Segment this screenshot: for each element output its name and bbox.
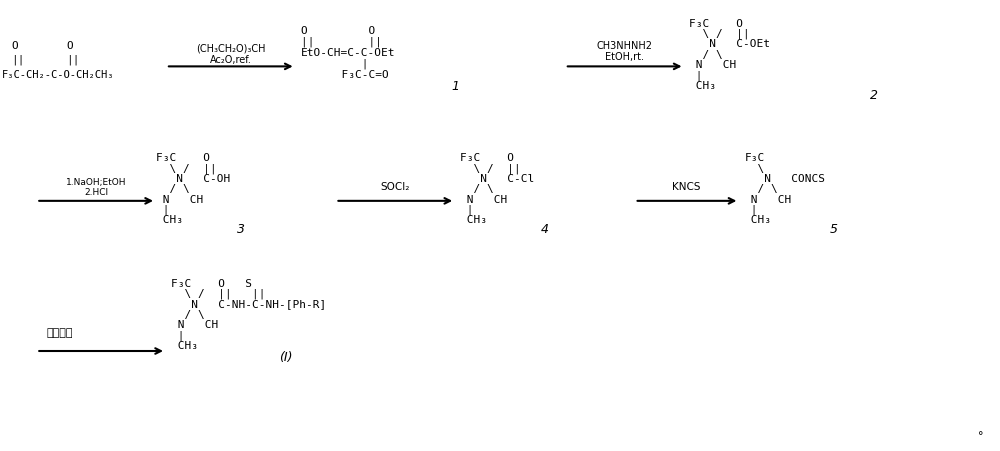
Text: 3: 3: [237, 224, 245, 236]
Text: CH₃: CH₃: [171, 341, 198, 350]
Text: F₃C-C=O: F₃C-C=O: [301, 70, 388, 80]
Text: KNCS: KNCS: [672, 182, 701, 193]
Text: \ /  ||: \ / ||: [156, 163, 217, 174]
Text: CH3NHNH2: CH3NHNH2: [597, 41, 653, 51]
Text: N   C-NH-C-NH-[Ph-R]: N C-NH-C-NH-[Ph-R]: [171, 299, 326, 309]
Text: F₃C    O: F₃C O: [156, 153, 210, 163]
Text: °: °: [978, 431, 984, 441]
Text: |: |: [301, 59, 368, 69]
Text: N   C-OH: N C-OH: [156, 174, 230, 184]
Text: / \: / \: [460, 184, 494, 194]
Text: CH₃: CH₃: [689, 81, 716, 91]
Text: F₃C    O: F₃C O: [460, 153, 514, 163]
Text: |: |: [460, 205, 474, 215]
Text: CH₃: CH₃: [156, 215, 183, 225]
Text: 5: 5: [830, 224, 838, 236]
Text: O: O: [11, 41, 18, 51]
Text: \ /  ||: \ / ||: [689, 29, 750, 39]
Text: N   CH: N CH: [156, 194, 203, 204]
Text: 1: 1: [451, 80, 459, 93]
Text: (CH₃CH₂O)₃CH: (CH₃CH₂O)₃CH: [196, 43, 266, 54]
Text: CH₃: CH₃: [460, 215, 487, 225]
Text: \ /  ||: \ / ||: [460, 163, 521, 174]
Text: \ /  ||   ||: \ / || ||: [171, 289, 265, 299]
Text: F₃C: F₃C: [744, 153, 765, 163]
Text: F₃C    O   S: F₃C O S: [171, 279, 252, 289]
Text: N   C-Cl: N C-Cl: [460, 174, 534, 184]
Text: \: \: [744, 164, 765, 174]
Text: F₃C-CH₂-C-O-CH₂CH₃: F₃C-CH₂-C-O-CH₂CH₃: [1, 70, 114, 80]
Text: N   C-OEt: N C-OEt: [689, 39, 770, 50]
Text: 2: 2: [870, 89, 878, 102]
Text: ||: ||: [66, 55, 80, 65]
Text: EtOH,rt.: EtOH,rt.: [605, 52, 644, 62]
Text: O: O: [66, 41, 73, 51]
Text: N   CH: N CH: [689, 60, 737, 70]
Text: 取代苯胺: 取代苯胺: [46, 328, 73, 338]
Text: SOCl₂: SOCl₂: [381, 182, 410, 193]
Text: N   CH: N CH: [171, 320, 218, 330]
Text: / \: / \: [171, 310, 205, 320]
Text: / \: / \: [744, 184, 778, 194]
Text: 1.NaOH;EtOH: 1.NaOH;EtOH: [66, 179, 126, 188]
Text: |: |: [689, 70, 703, 81]
Text: ||: ||: [11, 55, 25, 65]
Text: N   CH: N CH: [744, 194, 792, 204]
Text: (I): (I): [279, 351, 292, 364]
Text: O         O: O O: [301, 26, 375, 36]
Text: Ac₂O,ref.: Ac₂O,ref.: [210, 55, 252, 64]
Text: N   CH: N CH: [460, 194, 507, 204]
Text: 4: 4: [541, 224, 549, 236]
Text: N   CONCS: N CONCS: [744, 174, 825, 184]
Text: |: |: [744, 205, 758, 215]
Text: F₃C    O: F₃C O: [689, 19, 743, 29]
Text: / \: / \: [156, 184, 190, 194]
Text: ||        ||: || ||: [301, 37, 382, 47]
Text: 2.HCl: 2.HCl: [84, 188, 108, 197]
Text: |: |: [156, 205, 169, 215]
Text: |: |: [171, 330, 184, 341]
Text: CH₃: CH₃: [744, 215, 771, 225]
Text: EtO-CH=C-C-OEt: EtO-CH=C-C-OEt: [301, 48, 395, 58]
Text: / \: / \: [689, 50, 723, 60]
